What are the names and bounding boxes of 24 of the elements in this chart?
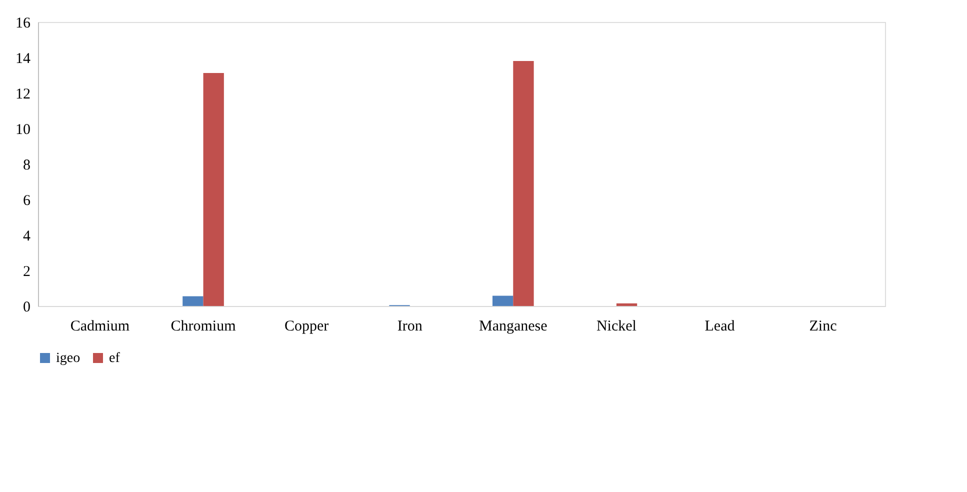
x-tick-label: Cadmium — [70, 318, 130, 334]
y-tick-label: 16 — [16, 16, 31, 32]
bar — [203, 72, 224, 306]
y-tick-label: 0 — [23, 300, 30, 316]
x-tick-label: Iron — [397, 318, 423, 334]
bar — [616, 303, 638, 306]
y-tick-label: 2 — [23, 264, 30, 280]
bar — [492, 296, 514, 306]
x-tick-label: Manganese — [478, 318, 548, 334]
x-tick-label: Chromium — [170, 318, 236, 334]
y-tick-label: 10 — [16, 122, 30, 138]
y-tick-label: 12 — [16, 86, 30, 102]
bar — [513, 61, 534, 306]
x-tick-label: Nickel — [596, 318, 636, 334]
x-tick-label: Lead — [704, 318, 736, 334]
legend-label: ef — [109, 351, 120, 366]
y-tick-label: 8 — [23, 158, 30, 174]
bar — [182, 296, 204, 306]
y-tick-label: 6 — [23, 193, 31, 209]
legend-label: igeo — [56, 351, 80, 366]
y-tick-label: 4 — [23, 228, 31, 244]
x-tick-label: Zinc — [809, 318, 838, 334]
y-tick-label: 14 — [16, 51, 31, 67]
x-tick-label: Copper — [284, 318, 329, 334]
